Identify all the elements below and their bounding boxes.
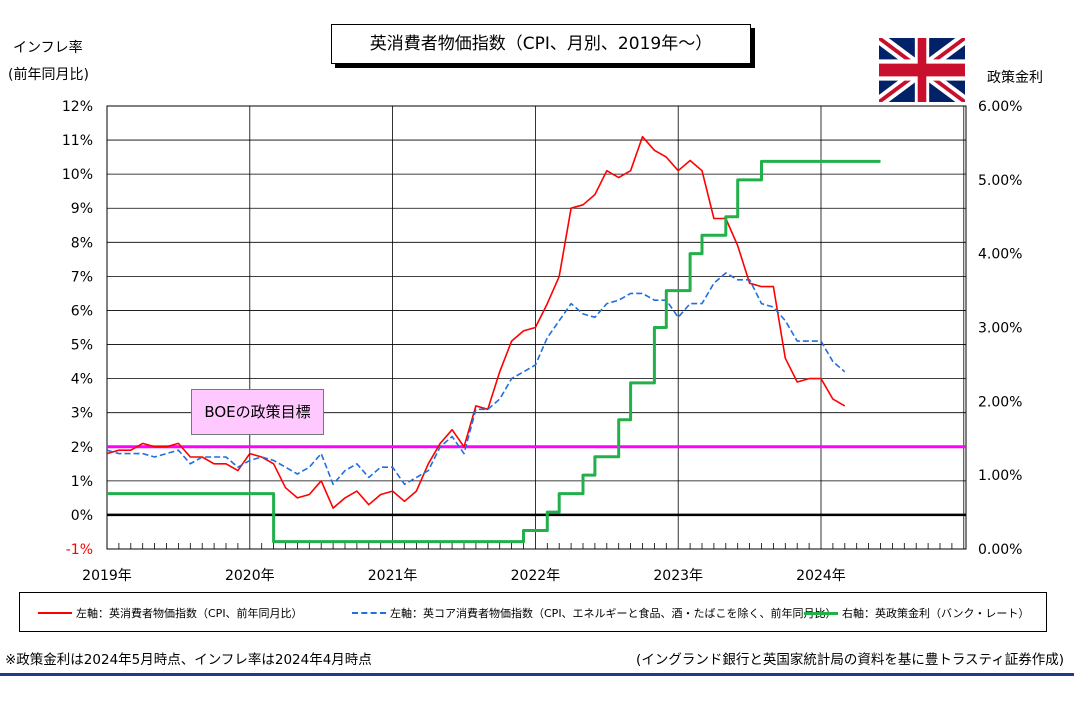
left-tick-label: 6%: [71, 303, 93, 319]
x-tick-label: 2021年: [368, 568, 418, 584]
right-tick-label: 3.00%: [978, 321, 1022, 337]
x-tick-label: 2024年: [796, 568, 846, 584]
right-tick-label: 6.00%: [978, 99, 1022, 115]
left-tick-label: 2%: [71, 440, 93, 456]
left-tick-label: 12%: [62, 99, 93, 115]
footnote-right: (イングランド銀行と英国家統計局の資料を基に豊トラスティ証券作成): [636, 652, 1064, 668]
legend: 左軸：英消費者物価指数（CPI、前年同月比） 左軸：英コア消費者物価指数（CPI…: [19, 592, 1047, 632]
x-tick-label: 2022年: [511, 568, 561, 584]
legend-label-bank-rate: 右軸：英政策金利（バンク・レート）: [842, 607, 1030, 620]
bank-rate-series-line: [107, 159, 881, 544]
left-tick-label: 3%: [71, 406, 93, 422]
left-tick-label: 9%: [71, 201, 93, 217]
right-tick-label: 4.00%: [978, 247, 1022, 263]
legend-label-cpi: 左軸：英消費者物価指数（CPI、前年同月比）: [76, 607, 303, 620]
right-tick-label: 2.00%: [978, 394, 1022, 410]
left-tick-label: 10%: [62, 167, 93, 183]
right-tick-label: 1.00%: [978, 468, 1022, 484]
uk-flag-icon: [879, 38, 965, 102]
legend-line-cpi: [38, 612, 72, 614]
x-tick-label: 2020年: [225, 568, 275, 584]
plot-area: [106, 105, 967, 550]
footnote-left: ※政策金利は2024年5月時点、インフレ率は2024年4月時点: [5, 652, 372, 668]
left-tick-label: 5%: [71, 338, 93, 354]
boe-target-annotation: BOEの政策目標: [191, 389, 324, 435]
chart-title: 英消費者物価指数（CPI、月別、2019年～）: [331, 24, 751, 64]
right-tick-label: 5.00%: [978, 173, 1022, 189]
cpi-series-line: [106, 135, 846, 509]
left-tick-label: 8%: [71, 235, 93, 251]
legend-line-core-cpi: [352, 612, 386, 614]
right-tick-label: 0.00%: [978, 542, 1022, 558]
left-tick-label: 1%: [71, 474, 93, 490]
core-cpi-series-line: [106, 272, 846, 486]
left-tick-label: 0%: [71, 508, 93, 524]
left-axis-label-line1: インフレ率: [13, 40, 83, 56]
x-tick-label: 2019年: [82, 568, 132, 584]
left-axis-label-line2: (前年同月比): [8, 67, 89, 83]
legend-label-core-cpi: 左軸：英コア消費者物価指数（CPI、エネルギーと食品、酒・たばこを除く、前年同月…: [390, 607, 837, 620]
left-tick-label: 11%: [62, 133, 93, 149]
bottom-rule: [0, 673, 1074, 676]
legend-line-bank-rate: [804, 612, 838, 615]
x-tick-label: 2023年: [653, 568, 703, 584]
left-tick-label: 4%: [71, 372, 93, 388]
right-axis-label: 政策金利: [987, 70, 1043, 86]
left-tick-label: -1%: [66, 542, 93, 558]
left-tick-label: 7%: [71, 269, 93, 285]
